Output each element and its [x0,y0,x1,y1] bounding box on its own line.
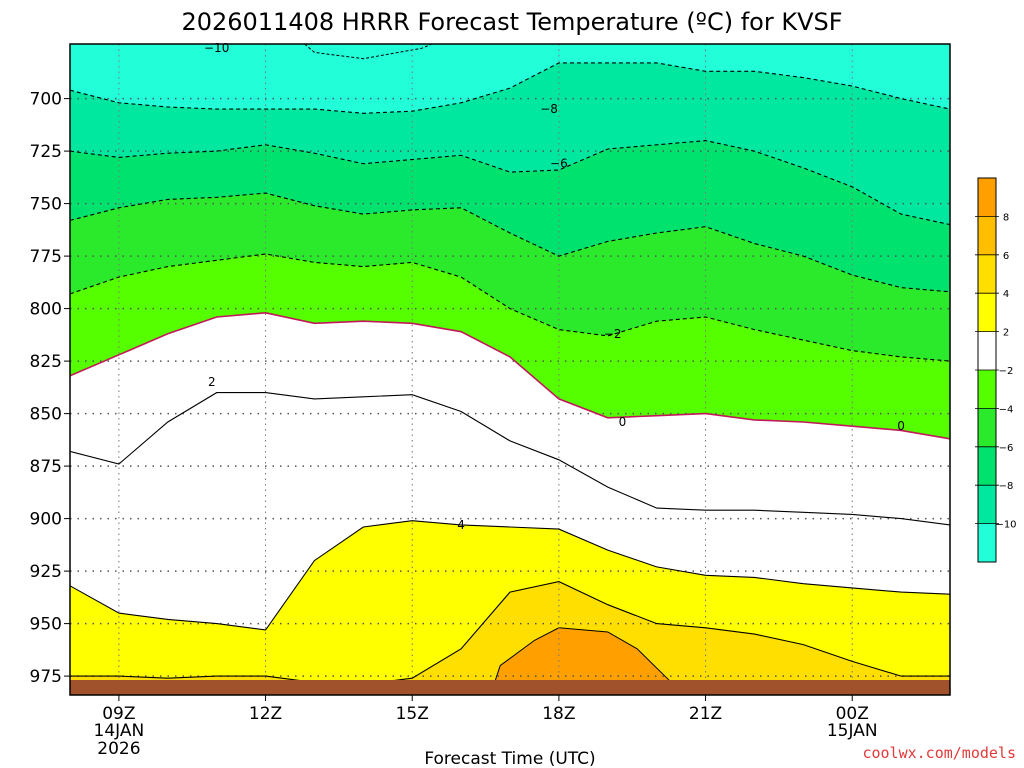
colorbar-tick-label-1: 6 [1003,251,1009,262]
contour-line-0 [70,311,950,440]
contour-line-2 [70,392,950,526]
colorbar-swatch-0 [978,178,996,217]
y-tick-label-975: 975 [30,667,62,687]
y-tick-label-925: 925 [30,562,62,582]
colorbar-swatch-6 [978,408,996,447]
contour-label: 0 [619,415,627,429]
y-tick-label-825: 825 [30,352,62,372]
x-tick-year-09Z: 2026 [97,739,140,759]
x-tick-date-00Z: 15JAN [827,721,878,741]
x-tick-label-15Z: 15Z [396,704,429,724]
contour-line--6 [70,140,950,226]
colorbar-swatch-1 [978,216,996,255]
plot-area [70,44,950,695]
colorbar-swatch-4 [978,331,996,370]
y-tick-label-875: 875 [30,457,62,477]
contour-line--8 [70,62,950,114]
colorbar-swatch-2 [978,254,996,294]
colorbar-tick-label-6: −6 [999,443,1014,454]
colorbar: 8 6 4 2 −2 −4 −6 −8 −10 [975,177,1017,563]
y-tick-label-900: 900 [30,510,62,530]
x-axis-label: Forecast Time (UTC) [424,749,595,768]
band-above-6 [70,581,950,695]
x-tick-label-18Z: 18Z [542,704,575,724]
colorbar-tick-label-7: −8 [999,481,1014,492]
colorbar-tick-label-3: 2 [1003,328,1009,339]
y-tick-label-750: 750 [30,195,62,215]
contour-line-6 [70,581,950,686]
contour-label: −2 [604,327,622,341]
chart-title: 2026011408 HRRR Forecast Temperature (ºC… [181,8,842,36]
colorbar-swatch-7 [978,446,996,486]
y-tick-label-775: 775 [30,247,62,267]
y-tick-label-950: 950 [30,615,62,635]
colorbar-tick-label-2: 4 [1003,289,1009,300]
colorbar-swatch-5 [978,370,996,409]
credit-text[interactable]: coolwx.com/models [862,744,1016,762]
y-tick-label-850: 850 [30,405,62,425]
colorbar-swatch-8 [978,485,996,524]
colorbar-tick-label-8: −10 [995,520,1016,531]
band-below-minus10 [303,44,432,60]
contour-label: 0 [897,419,905,433]
contour-line--2 [70,253,950,362]
x-tick-date-09Z: 14JAN [94,721,145,741]
colorbar-tick-label-4: −2 [999,366,1014,377]
contour-label: −6 [550,157,568,171]
contour-label: 4 [457,518,465,532]
x-tick-label-12Z: 12Z [249,704,282,724]
colorbar-tick-label-0: 8 [1003,212,1009,223]
x-tick-label-00Z: 00Z [836,704,869,724]
colorbar-tick-label-5: −4 [999,404,1014,415]
contour-line--4 [70,192,950,293]
y-tick-label-700: 700 [30,90,62,110]
colorbar-swatch-3 [978,293,996,332]
contour-line-4 [70,520,950,631]
y-tick-label-800: 800 [30,300,62,320]
y-tick-label-725: 725 [30,142,62,162]
contour-label: 2 [208,375,216,389]
x-tick-label-21Z: 21Z [689,704,722,724]
x-tick-label-09Z: 09Z [102,704,135,724]
ground-surface [70,680,950,695]
colorbar-swatch-9 [978,523,996,562]
contour-label: −8 [540,102,558,116]
plot-frame [69,43,951,696]
